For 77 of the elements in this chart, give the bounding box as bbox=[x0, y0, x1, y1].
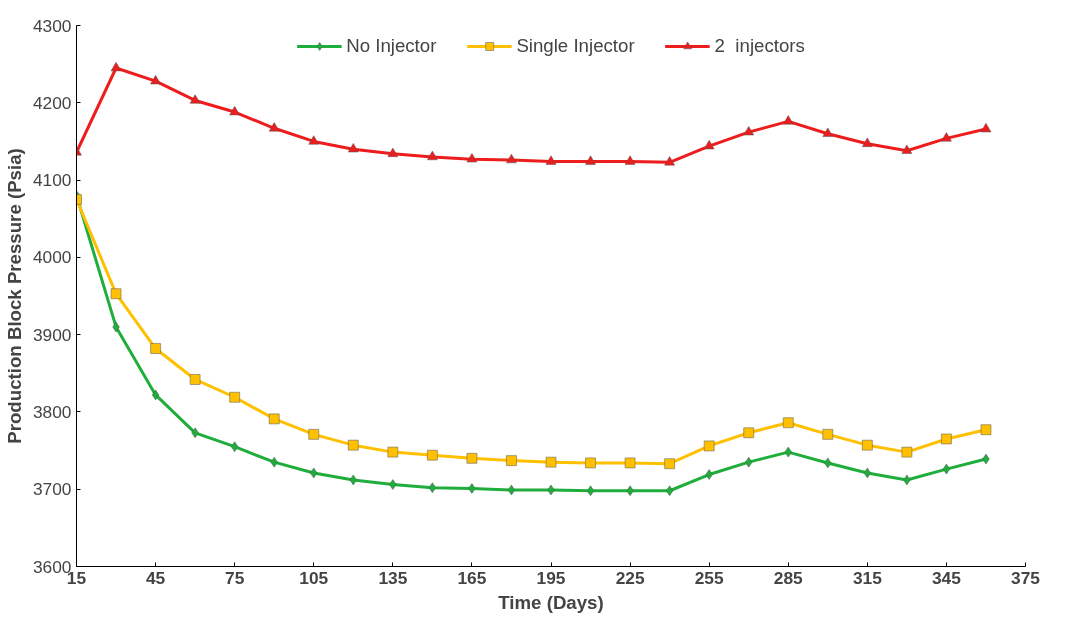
point bbox=[308, 429, 319, 440]
point bbox=[150, 343, 161, 354]
point bbox=[348, 439, 359, 451]
point bbox=[862, 137, 873, 147]
y-tick-label: 4200 bbox=[32, 92, 72, 113]
y-tick-label: 3800 bbox=[32, 401, 72, 422]
point bbox=[624, 155, 636, 165]
point bbox=[664, 156, 675, 166]
y-tick-label: 4100 bbox=[32, 170, 72, 191]
x-tick-label: 75 bbox=[225, 567, 245, 588]
point bbox=[545, 155, 557, 165]
point bbox=[387, 147, 399, 157]
point bbox=[705, 469, 713, 480]
x-tick-label: 45 bbox=[145, 567, 166, 588]
point bbox=[268, 413, 280, 425]
y-tick-label: 3900 bbox=[32, 324, 72, 345]
x-tick-label: 195 bbox=[536, 567, 566, 588]
x-tick-label: 165 bbox=[457, 567, 487, 588]
point bbox=[743, 427, 754, 439]
y-tick-label: 4000 bbox=[32, 247, 72, 268]
point bbox=[387, 446, 399, 458]
point bbox=[585, 457, 596, 469]
point bbox=[231, 441, 239, 452]
point bbox=[980, 123, 992, 133]
x-tick-label: 375 bbox=[1011, 567, 1041, 588]
point bbox=[545, 456, 557, 468]
point bbox=[466, 153, 478, 163]
point bbox=[783, 417, 794, 428]
point bbox=[150, 75, 161, 85]
x-tick-label: 225 bbox=[615, 567, 645, 588]
point bbox=[348, 143, 359, 153]
point bbox=[466, 453, 478, 464]
point bbox=[901, 446, 913, 458]
point bbox=[427, 150, 438, 161]
point bbox=[703, 440, 715, 452]
point bbox=[585, 155, 596, 165]
point bbox=[941, 132, 952, 142]
point bbox=[268, 122, 280, 132]
point bbox=[862, 439, 873, 451]
point bbox=[110, 288, 122, 299]
point bbox=[506, 455, 517, 466]
point bbox=[428, 482, 436, 493]
legend-label: 2 injectors bbox=[714, 35, 805, 57]
point bbox=[427, 449, 438, 461]
point bbox=[468, 483, 476, 494]
point bbox=[586, 485, 595, 497]
point bbox=[743, 126, 754, 136]
point bbox=[941, 433, 952, 445]
x-tick-label: 285 bbox=[773, 567, 804, 588]
point bbox=[624, 457, 636, 469]
legend-label: Single Injector bbox=[516, 35, 635, 57]
point bbox=[389, 479, 397, 490]
point bbox=[506, 153, 517, 164]
point bbox=[901, 144, 913, 154]
x-tick-label: 105 bbox=[299, 567, 329, 588]
y-axis-title: Production Block Pressure (Psia) bbox=[3, 148, 25, 444]
x-tick-label: 255 bbox=[694, 567, 724, 588]
legend-label: No Injector bbox=[346, 35, 437, 57]
point bbox=[703, 140, 715, 150]
point bbox=[507, 484, 516, 496]
point bbox=[980, 424, 992, 435]
x-tick-label: 315 bbox=[852, 567, 883, 588]
point bbox=[229, 106, 240, 116]
y-tick-label: 3700 bbox=[32, 479, 72, 500]
point bbox=[110, 61, 122, 72]
point bbox=[189, 94, 201, 104]
point bbox=[822, 429, 834, 440]
x-tick-label: 345 bbox=[931, 567, 962, 588]
x-axis-title: Time (Days) bbox=[498, 591, 604, 613]
point bbox=[822, 127, 834, 137]
point bbox=[783, 115, 794, 125]
y-tick-label: 4300 bbox=[32, 15, 72, 36]
point bbox=[664, 458, 675, 469]
point bbox=[308, 135, 319, 145]
point bbox=[229, 391, 240, 403]
x-tick-label: 135 bbox=[378, 567, 408, 588]
point bbox=[189, 374, 201, 385]
